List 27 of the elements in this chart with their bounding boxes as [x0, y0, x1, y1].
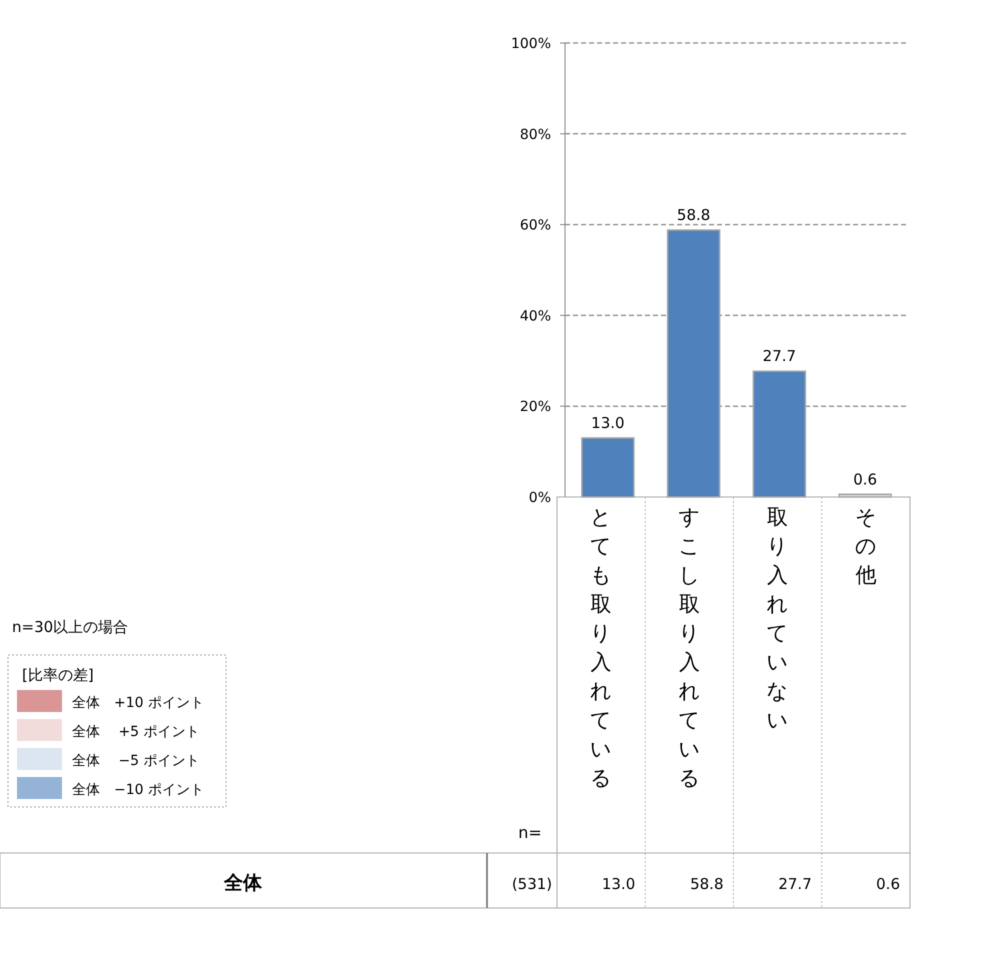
x-tick-label: 取り入れていない: [766, 504, 789, 734]
data-label: 58.8: [690, 875, 724, 893]
data-label: 27.7: [778, 875, 812, 893]
text: 全体 −10 ポイント: [72, 782, 204, 798]
legend-title: [比率の差]: [22, 666, 94, 684]
text: 0.6: [853, 470, 878, 488]
text: 全体 +5 ポイント: [72, 724, 200, 740]
y-tick-label: 60%: [520, 218, 551, 234]
data-label: 13.0: [602, 875, 636, 893]
x-tick-label: その他: [854, 504, 877, 589]
text: 全体 +10 ポイント: [72, 695, 204, 711]
text: 58.8: [676, 206, 710, 224]
text: 27.7: [762, 347, 796, 366]
text: 全体 −5 ポイント: [72, 753, 200, 769]
y-tick-label: 40%: [520, 308, 551, 324]
data-label: 0.6: [876, 875, 900, 893]
category-label: すこし取り入れている: [678, 505, 700, 790]
y-tick-label: 100%: [510, 36, 551, 52]
y-tick-label: 80%: [520, 126, 551, 143]
y-tick-label: 20%: [520, 399, 551, 416]
y-tick-label: 0%: [528, 490, 551, 506]
text: 13.0: [591, 414, 625, 432]
text: n=30以上の場合: [12, 618, 128, 636]
category-label: とても取り入れている: [590, 505, 612, 790]
text: 全体: [223, 872, 263, 894]
text: n=: [518, 823, 542, 842]
text: (531): [512, 875, 552, 893]
